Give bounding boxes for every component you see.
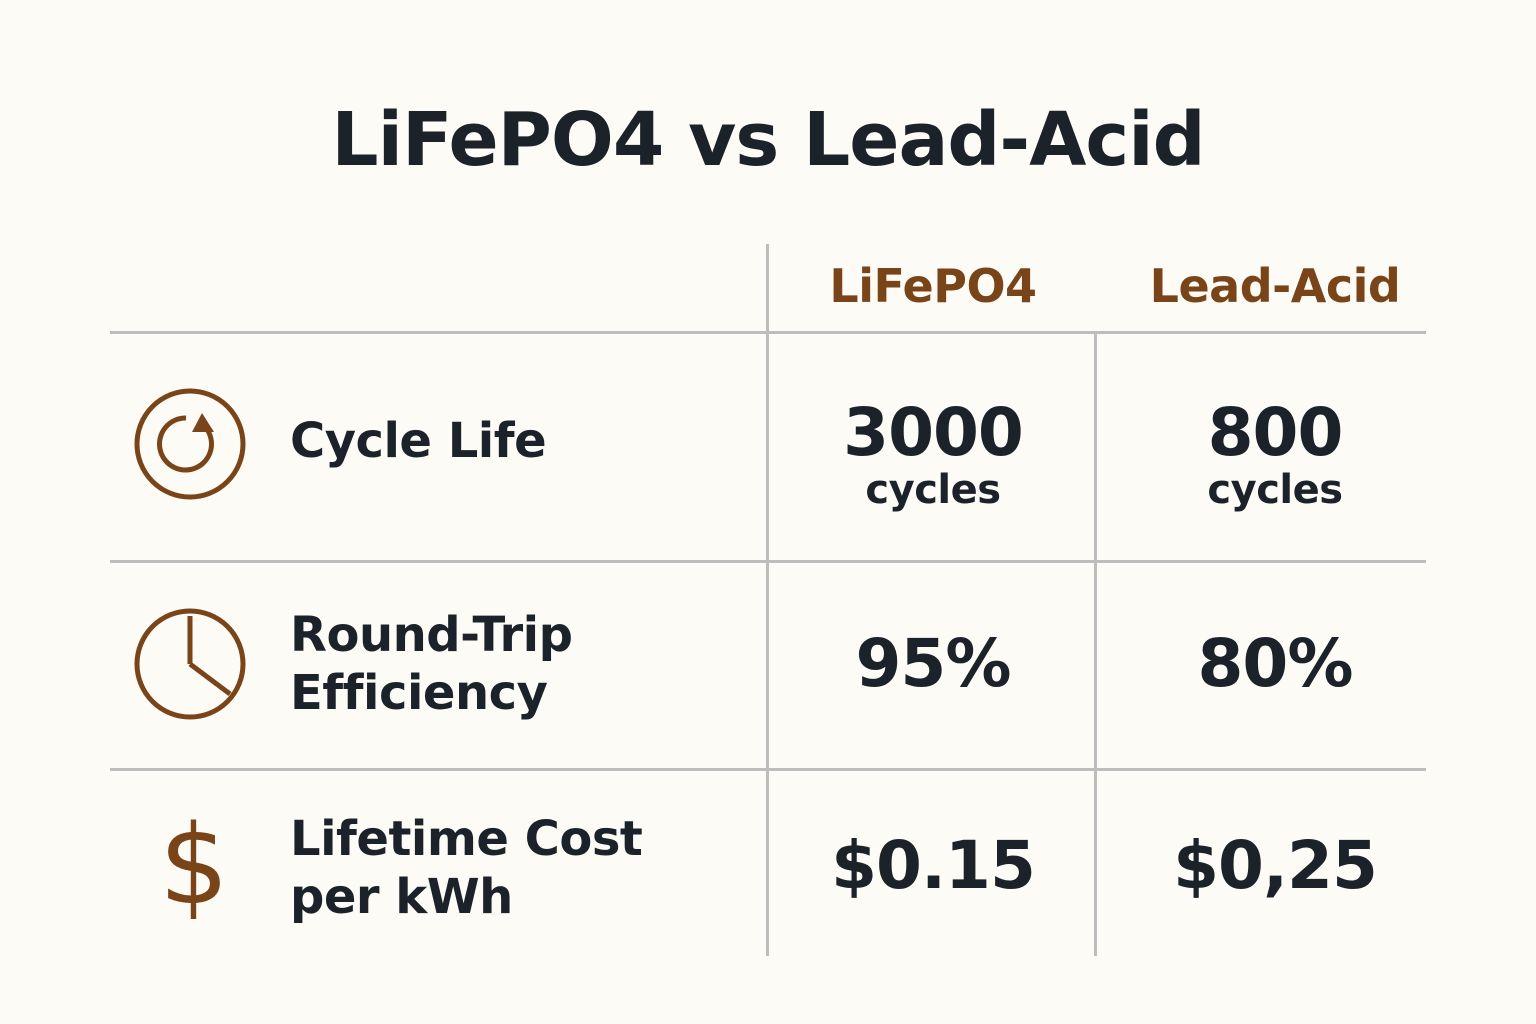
cell-lifepo4-efficiency: 95% (855, 625, 1012, 702)
dollar-icon: $ (159, 801, 229, 929)
cell-lead-acid-cycle-life: 800 cycles (1112, 394, 1438, 513)
cell-unit: cycles (865, 467, 1001, 513)
cell-value: 800 (1207, 394, 1344, 471)
cell-unit: cycles (1207, 467, 1343, 513)
cell-value: 3000 (843, 394, 1024, 471)
cell-lead-acid-cost: $0,25 (1173, 827, 1378, 904)
row-label-line: Lifetime Cost (290, 811, 643, 867)
row-label-line: per kWh (290, 869, 513, 925)
clock-gauge-icon (134, 608, 246, 720)
row-label-line: Efficiency (290, 665, 548, 721)
column-header-lead-acid: Lead-Acid (1149, 259, 1401, 313)
cycle-arrow-icon (134, 388, 246, 500)
row-label-lifetime-cost: Lifetime Cost per kWh (290, 810, 643, 926)
column-divider-2 (1094, 334, 1097, 956)
cell-lead-acid-efficiency: 80% (1197, 625, 1354, 702)
page-title: LiFePO4 vs Lead-Acid (331, 97, 1205, 183)
cell-lifepo4-cycle-life: 3000 cycles (770, 394, 1096, 513)
row-label-round-trip-efficiency: Round-Trip Efficiency (290, 606, 573, 722)
row-label-line: Cycle Life (290, 413, 547, 469)
row-label-cycle-life: Cycle Life (290, 412, 547, 470)
cell-lifepo4-cost: $0.15 (831, 827, 1036, 904)
column-divider-1 (766, 244, 769, 956)
row-label-line: Round-Trip (290, 607, 573, 663)
column-header-lifepo4: LiFePO4 (829, 259, 1037, 313)
